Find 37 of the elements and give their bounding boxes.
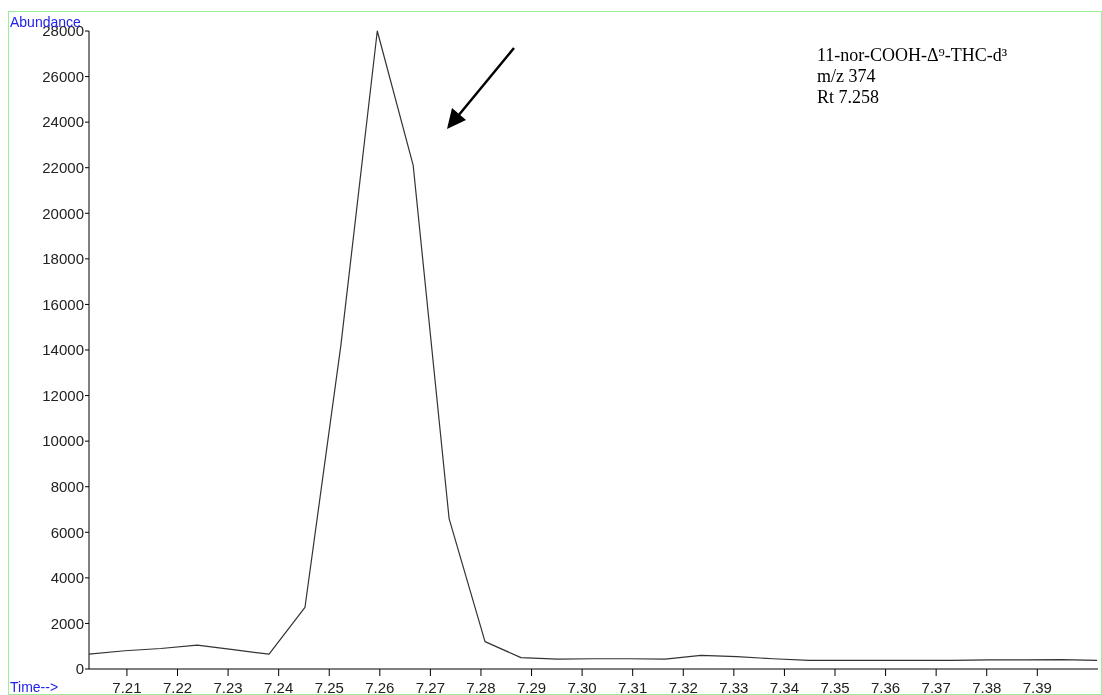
x-tick-label: 7.27 xyxy=(415,679,445,695)
x-tick-label: 7.22 xyxy=(162,679,193,695)
x-tick-label: 7.31 xyxy=(618,679,648,695)
annotation: 11-nor-COOH-Δ⁹-THC-d³ xyxy=(817,45,1008,65)
y-tick-label: 2000 xyxy=(50,614,84,632)
y-tick-label: 20000 xyxy=(42,204,84,222)
y-tick-label: 16000 xyxy=(42,295,84,313)
y-tick-label: 12000 xyxy=(42,386,84,404)
y-tick-label: 14000 xyxy=(42,341,84,359)
x-tick-label: 7.35 xyxy=(820,679,850,695)
annotation: Rt 7.258 xyxy=(817,87,880,107)
y-tick-label: 0 xyxy=(75,660,84,678)
x-tick-label: 7.30 xyxy=(567,679,597,695)
y-tick-label: 18000 xyxy=(42,250,84,268)
x-tick-label: 7.25 xyxy=(314,679,344,695)
y-tick-label: 24000 xyxy=(42,113,84,131)
y-tick-label: 26000 xyxy=(42,67,84,85)
x-tick-label: 7.26 xyxy=(365,679,395,695)
x-tick-label: 7.39 xyxy=(1022,679,1052,695)
x-tick-label: 7.36 xyxy=(870,679,901,695)
x-axis-title: Time--> xyxy=(10,679,59,695)
x-tick-label: 7.32 xyxy=(668,679,698,695)
y-tick-label: 10000 xyxy=(42,432,84,450)
annotation: m/z 374 xyxy=(817,66,876,86)
x-tick-label: 7.24 xyxy=(264,679,294,695)
x-tick-label: 7.28 xyxy=(466,679,496,695)
x-tick-label: 7.29 xyxy=(516,679,547,695)
y-tick-label: 6000 xyxy=(50,523,84,541)
y-tick-label: 8000 xyxy=(50,477,84,495)
x-tick-label: 7.21 xyxy=(112,679,142,695)
y-tick-label: 22000 xyxy=(42,158,84,176)
x-tick-label: 7.38 xyxy=(972,679,1002,695)
x-tick-label: 7.34 xyxy=(769,679,800,695)
x-tick-label: 7.23 xyxy=(213,679,243,695)
y-tick-label: 4000 xyxy=(50,569,84,587)
x-tick-label: 7.37 xyxy=(921,679,951,695)
x-tick-label: 7.33 xyxy=(719,679,749,695)
